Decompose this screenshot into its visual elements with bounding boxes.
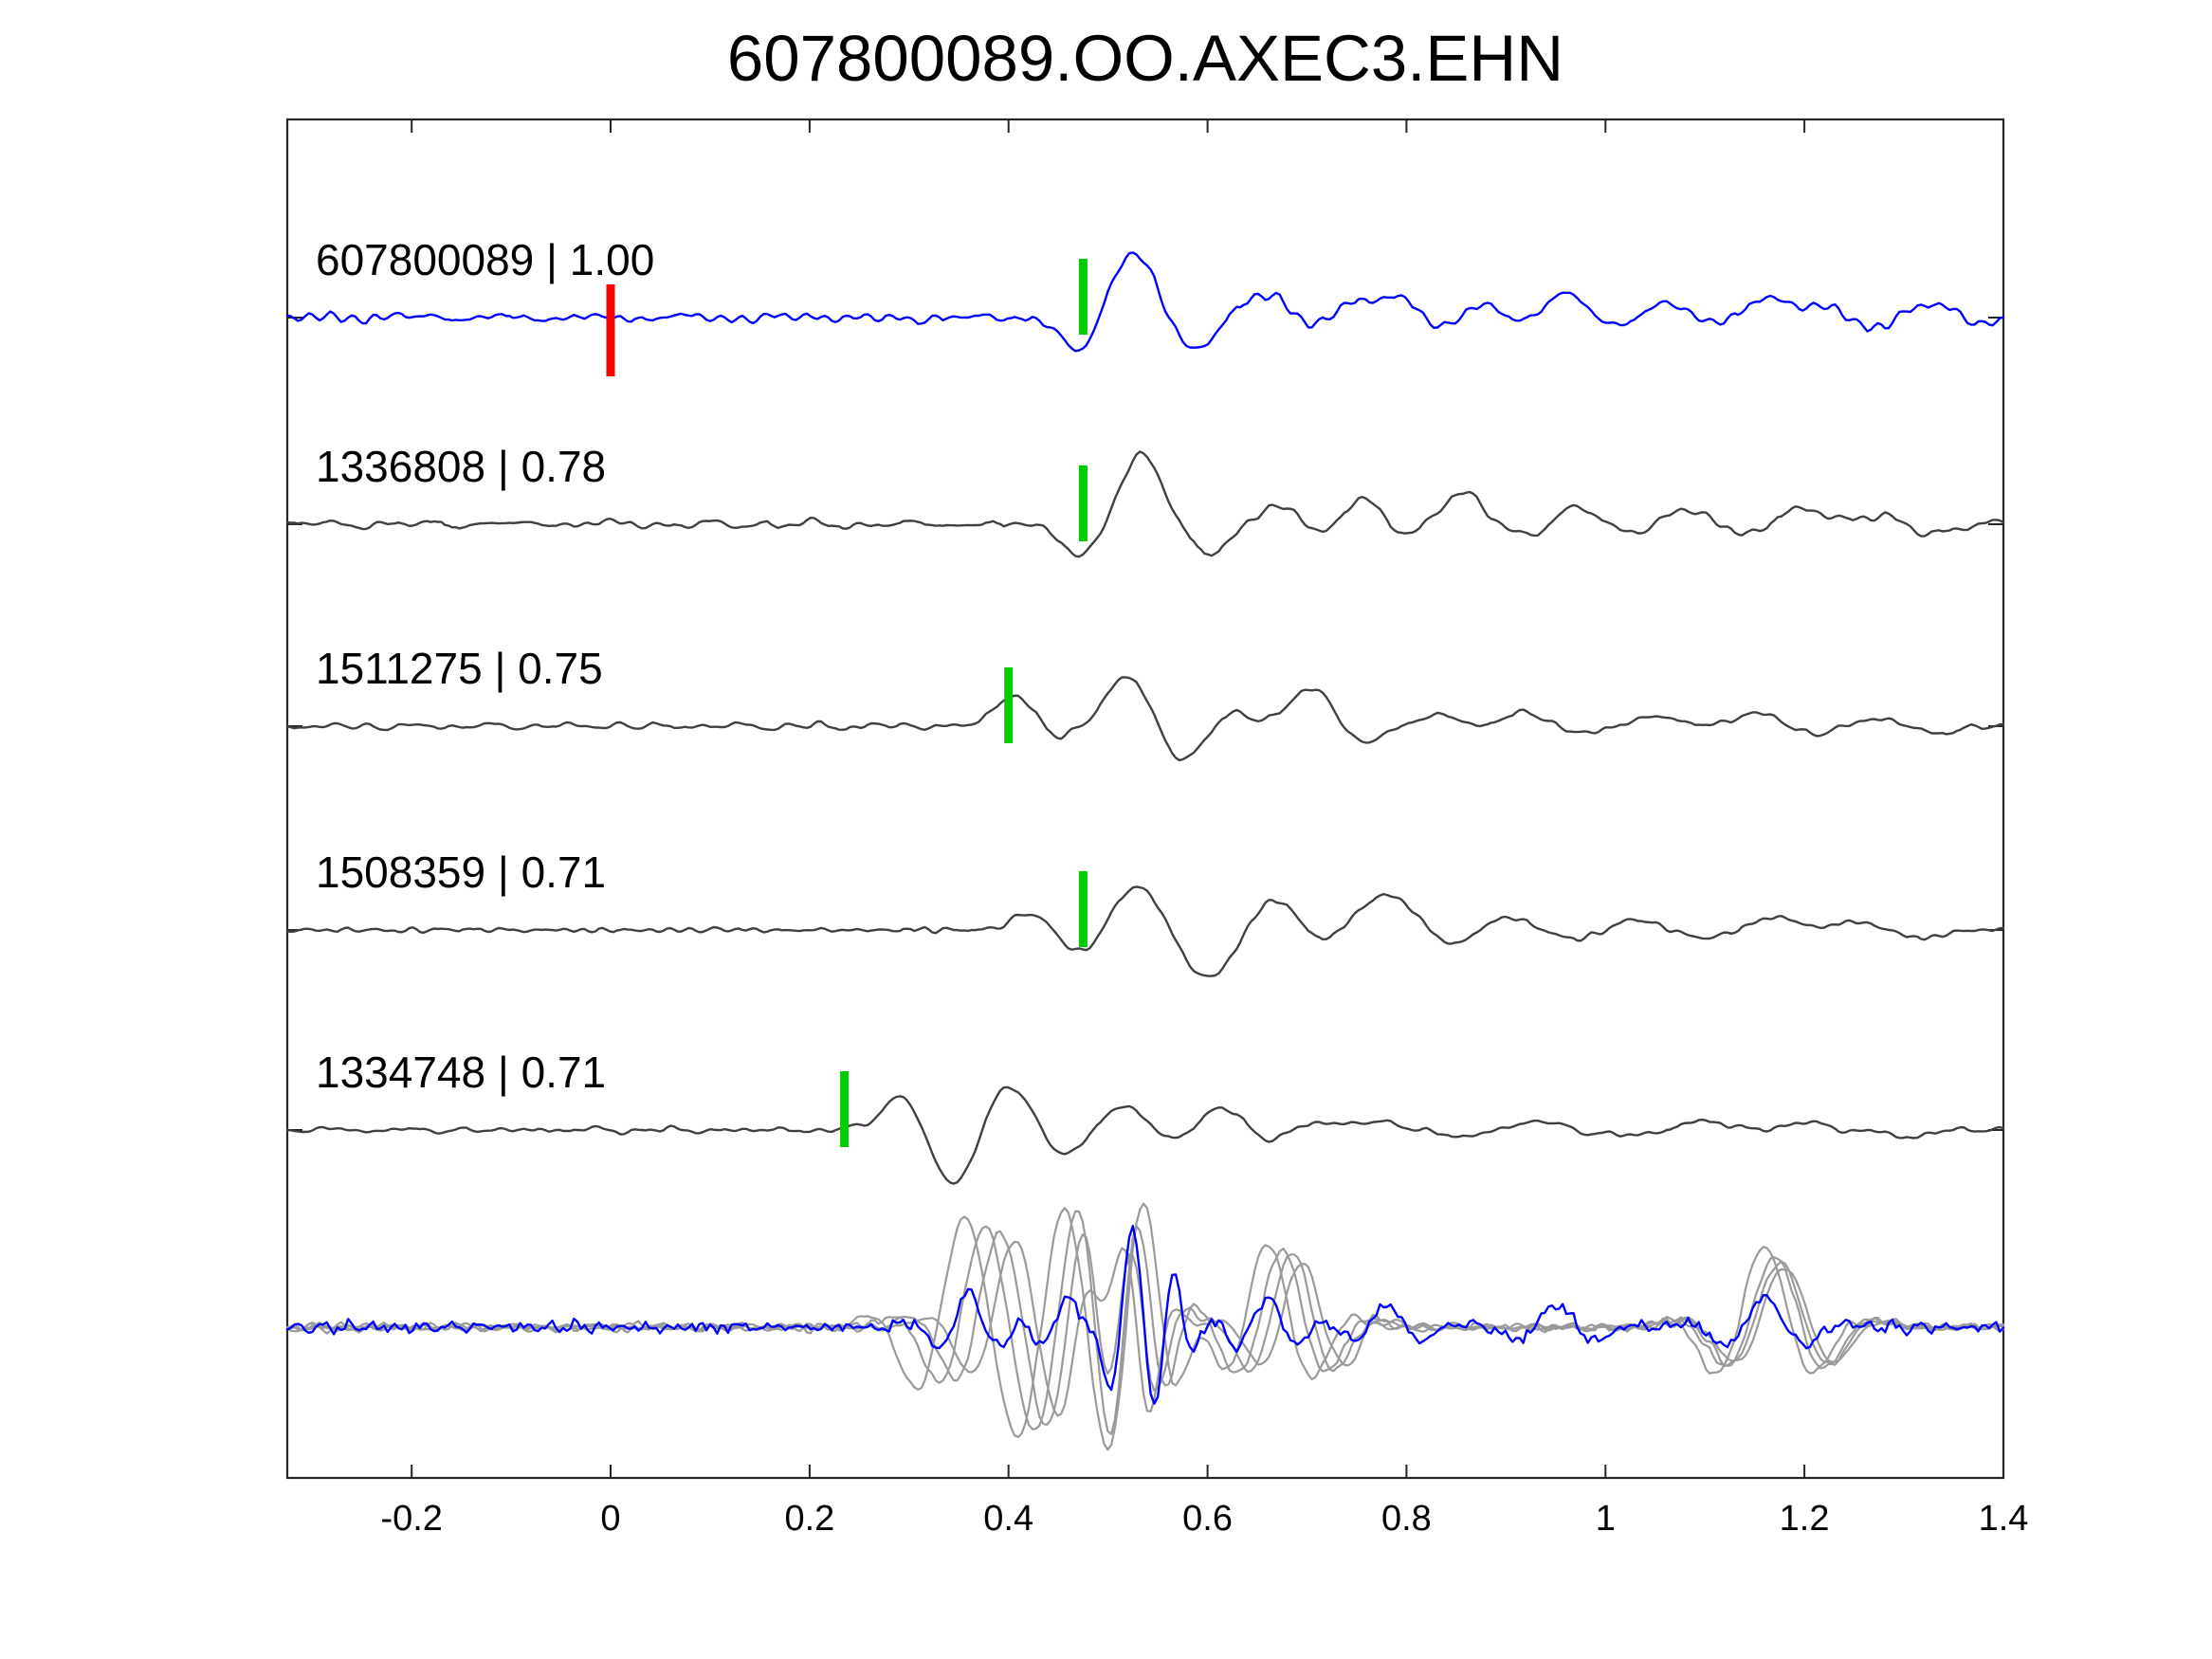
svg-text:1336808 | 0.78: 1336808 | 0.78 [316,442,606,491]
svg-text:1.4: 1.4 [1979,1499,2029,1539]
svg-text:1508359 | 0.71: 1508359 | 0.71 [316,848,606,897]
svg-text:607800089.OO.AXEC3.EHN: 607800089.OO.AXEC3.EHN [727,22,1563,95]
svg-text:1511275 | 0.75: 1511275 | 0.75 [316,644,603,693]
svg-text:0: 0 [600,1499,620,1539]
svg-text:-0.2: -0.2 [380,1499,442,1539]
svg-text:0.4: 0.4 [983,1499,1033,1539]
svg-text:1.2: 1.2 [1780,1499,1830,1539]
svg-text:1334748 | 0.71: 1334748 | 0.71 [316,1048,606,1097]
svg-text:1: 1 [1596,1499,1616,1539]
svg-text:0.6: 0.6 [1182,1499,1233,1539]
svg-text:0.2: 0.2 [784,1499,834,1539]
svg-text:607800089 | 1.00: 607800089 | 1.00 [316,235,654,284]
svg-text:0.8: 0.8 [1381,1499,1432,1539]
